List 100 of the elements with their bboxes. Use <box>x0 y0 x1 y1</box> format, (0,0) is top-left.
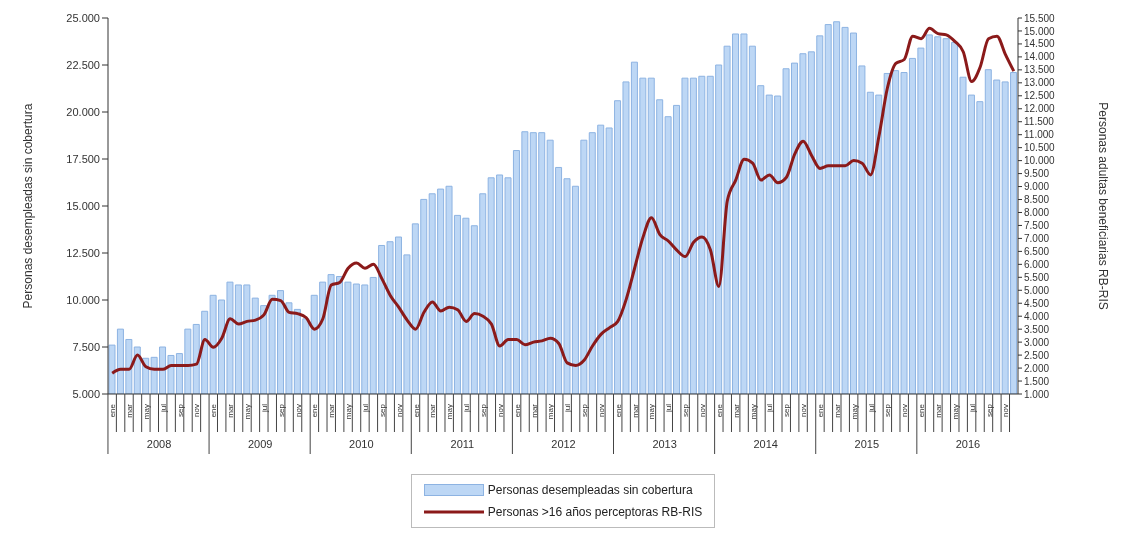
legend-label: Personas desempleadas sin cobertura <box>487 483 693 497</box>
x-tick-label: sep <box>580 403 590 417</box>
x-tick-label: nov <box>192 404 202 417</box>
x-tick-label: sep <box>782 403 792 417</box>
y2-tick-label: 9.500 <box>1024 168 1050 180</box>
x-tick-label: sep <box>478 403 488 417</box>
x-tick-label: nov <box>394 404 404 417</box>
y2-tick-label: 10.000 <box>1024 155 1056 167</box>
y2-tick-label: 4.500 <box>1024 297 1050 309</box>
y2-tick-label: 10.500 <box>1024 142 1056 154</box>
y2-tick-label: 11.000 <box>1024 129 1055 141</box>
y-tick-label: 12.500 <box>66 246 100 259</box>
y2-tick-label: 13.500 <box>1024 64 1056 76</box>
y-tick-label: 17.500 <box>66 152 100 165</box>
x-tick-label: ene <box>613 403 623 418</box>
y2-tick-label: 6.500 <box>1024 245 1050 257</box>
y2-axis-title: Personas adultas beneficiarias RB-RIS <box>1095 102 1110 310</box>
x-tick-label: mar <box>428 403 438 418</box>
y2-tick-label: 14.000 <box>1024 51 1056 63</box>
x-tick-label: jul <box>462 403 472 414</box>
x-tick-label: jul <box>866 403 876 414</box>
x-tick-label: ene <box>411 403 421 418</box>
y2-tick-label: 5.500 <box>1024 271 1050 283</box>
x-tick-label: sep <box>377 403 387 417</box>
y-tick-label: 20.000 <box>66 105 100 118</box>
x-tick-label: jul <box>967 403 977 414</box>
y2-tick-label: 1.500 <box>1024 375 1050 387</box>
text: 2013 <box>652 438 677 450</box>
x-tick-label: ene <box>917 403 927 418</box>
x-tick-label: nov <box>900 404 910 417</box>
x-tick-label: may <box>950 404 960 420</box>
x-tick-label: ene <box>108 403 118 418</box>
x-tick-label: may <box>445 404 455 420</box>
y2-tick-label: 1.000 <box>1024 388 1050 400</box>
y2-tick-label: 15.500 <box>1024 12 1056 24</box>
y2-tick-label: 9.000 <box>1024 181 1050 193</box>
x-tick-label: ene <box>714 403 724 418</box>
x-tick-label: mar <box>933 403 943 418</box>
y-tick-label: 22.500 <box>66 58 100 71</box>
x-tick-label: may <box>344 404 354 420</box>
text: 2015 <box>854 438 880 450</box>
y2-tick-label: 12.000 <box>1024 103 1056 115</box>
text: 2016 <box>955 438 981 450</box>
y-tick-label: 25.000 <box>66 11 100 24</box>
x-tick-label: may <box>141 404 151 420</box>
x-tick-label: ene <box>310 403 320 418</box>
x-tick-label: jul <box>765 403 775 414</box>
x-tick-label: nov <box>293 404 303 417</box>
legend-label: Personas >16 años perceptoras RB-RIS <box>487 505 703 519</box>
y2-tick-label: 8.000 <box>1024 207 1050 219</box>
y2-tick-label: 3.000 <box>1024 336 1050 348</box>
x-tick-label: may <box>546 404 556 420</box>
y2-tick-label: 11.500 <box>1024 116 1055 128</box>
y-tick-label: 7.500 <box>72 340 100 353</box>
x-tick-label: nov <box>495 404 505 417</box>
x-tick-label: may <box>748 404 758 420</box>
y2-tick-label: 2.500 <box>1024 349 1050 361</box>
y2-tick-label: 7.000 <box>1024 232 1050 244</box>
x-tick-label: jul <box>360 403 370 414</box>
y2-tick-label: 12.500 <box>1024 90 1056 102</box>
y2-tick-label: 14.500 <box>1024 38 1056 50</box>
x-tick-label: mar <box>125 403 135 418</box>
x-tick-label: nov <box>698 404 708 417</box>
x-tick-label: mar <box>832 403 842 418</box>
y2-tick-label: 5.000 <box>1024 284 1050 296</box>
y-tick-label: 10.000 <box>66 293 100 306</box>
x-tick-label: mar <box>327 403 337 418</box>
text: 2008 <box>146 438 172 450</box>
text: 2014 <box>753 438 778 450</box>
x-tick-label: sep <box>276 403 286 417</box>
y2-tick-label: 7.500 <box>1024 220 1050 231</box>
x-tick-label: jul <box>158 403 168 414</box>
x-tick-label: sep <box>984 403 994 417</box>
x-tick-label: mar <box>630 403 640 418</box>
y2-tick-label: 2.000 <box>1024 362 1050 374</box>
x-tick-label: mar <box>731 403 741 418</box>
x-tick-label: jul <box>664 403 674 414</box>
line-series <box>110 26 1016 375</box>
y2-tick-label: 4.000 <box>1024 310 1050 322</box>
y-tick-label: 5.000 <box>72 387 100 400</box>
text: 2011 <box>450 438 475 450</box>
x-tick-label: nov <box>596 404 606 417</box>
x-tick-label: jul <box>259 403 269 414</box>
y2-tick-label: 6.000 <box>1024 258 1050 270</box>
x-tick-label: sep <box>175 403 185 417</box>
text: 2012 <box>551 438 576 450</box>
x-tick-label: may <box>243 404 253 420</box>
x-tick-label: may <box>849 404 859 420</box>
x-tick-label: mar <box>529 403 539 418</box>
y2-tick-label: 13.000 <box>1024 77 1056 89</box>
text: 2010 <box>349 438 374 450</box>
x-tick-label: nov <box>799 404 809 417</box>
x-tick-label: sep <box>883 403 893 417</box>
x-tick-label: ene <box>815 403 825 418</box>
y2-tick-label: 3.500 <box>1024 323 1050 335</box>
text: 2009 <box>247 438 273 450</box>
x-tick-label: mar <box>226 403 236 418</box>
x-tick-label: ene <box>209 403 219 418</box>
x-tick-label: may <box>647 404 657 420</box>
y2-tick-label: 8.500 <box>1024 194 1050 206</box>
